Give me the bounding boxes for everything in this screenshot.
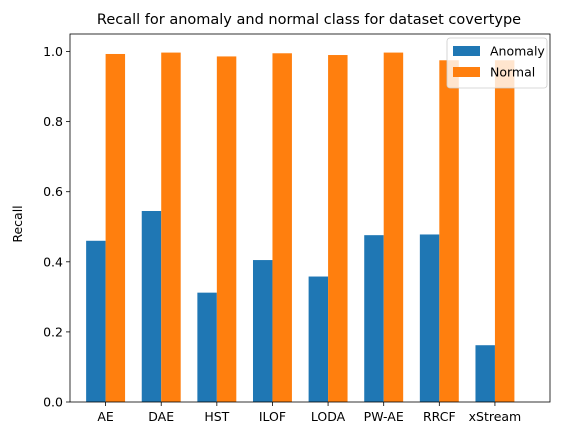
y-axis-label: Recall — [10, 205, 25, 242]
bar-anomaly-ae — [86, 240, 106, 402]
y-tick-label: 0.0 — [43, 395, 63, 410]
bar-anomaly-xstream — [475, 345, 495, 402]
x-tick-label: PW-AE — [364, 409, 404, 424]
bar-normal-hst — [216, 56, 237, 403]
axes-frame — [69, 33, 551, 403]
chart-title: Recall for anomaly and normal class for … — [97, 12, 521, 28]
bar-anomaly-ilof — [252, 260, 273, 402]
bar-anomaly-rrcf — [419, 234, 440, 402]
x-tick-label: HST — [204, 409, 229, 424]
legend: Anomaly Normal — [446, 37, 548, 89]
y-tick-label: 0.6 — [43, 184, 63, 199]
bar-normal-ilof — [272, 53, 292, 402]
legend-swatch-anomaly — [453, 46, 480, 56]
y-tick-label: 0.2 — [43, 324, 63, 339]
x-tick-label: RRCF — [423, 409, 456, 424]
legend-label-normal: Normal — [490, 65, 535, 80]
x-tick-label: ILOF — [259, 409, 286, 424]
bar-anomaly-loda — [308, 276, 329, 402]
bar-normal-ae — [105, 53, 126, 402]
bar-anomaly-dae — [141, 210, 162, 402]
y-tick-label: 0.8 — [43, 114, 63, 129]
y-tick-label: 1.0 — [43, 44, 63, 59]
bar-normal-xstream — [494, 60, 515, 402]
x-tick-label: DAE — [148, 409, 174, 424]
bar-normal-pw-ae — [383, 52, 404, 402]
legend-swatch-normal — [453, 67, 480, 77]
bar-normal-dae — [161, 52, 181, 402]
bar-normal-rrcf — [439, 60, 459, 402]
legend-label-anomaly: Anomaly — [490, 44, 545, 59]
plot-area: 0.0 0.2 0.4 0.6 0.8 1.0 AE DAE HST ILOF LODA PW-AE R… — [43, 33, 551, 424]
x-tick-label: LODA — [311, 409, 346, 424]
bar-anomaly-hst — [197, 292, 217, 402]
x-tick-label: xStream — [469, 409, 522, 424]
y-tick-label: 0.4 — [43, 254, 63, 269]
bar-anomaly-pw-ae — [364, 235, 384, 402]
bar-normal-loda — [328, 55, 348, 402]
x-tick-label: AE — [97, 409, 114, 424]
